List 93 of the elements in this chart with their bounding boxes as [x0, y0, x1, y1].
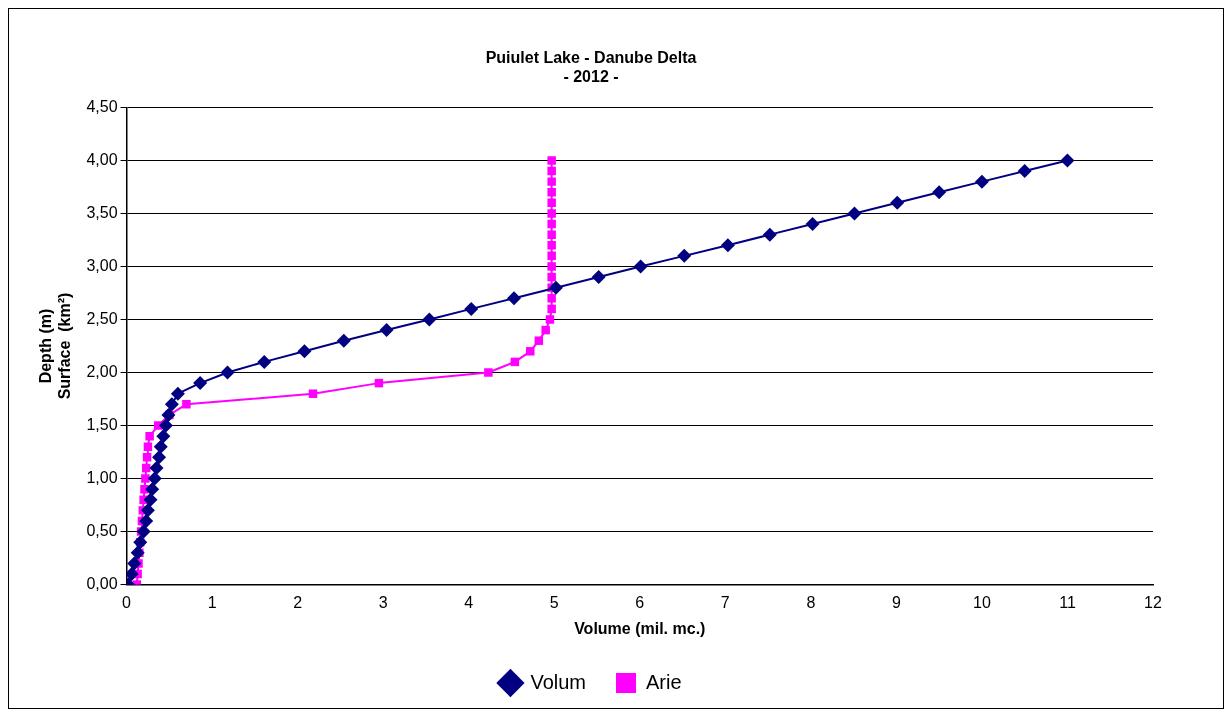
point: [308, 389, 318, 398]
point: [547, 209, 556, 218]
y-tick-label: 3,00: [86, 256, 118, 274]
point: [164, 397, 179, 412]
x-axis-title: Volume (mil. mc.): [574, 619, 706, 637]
y-tick-label: 1,00: [86, 468, 118, 486]
point: [541, 325, 550, 335]
point: [633, 259, 648, 274]
point: [547, 294, 556, 303]
point: [170, 386, 185, 401]
y-tick-label: 2,00: [86, 362, 118, 380]
point: [161, 407, 176, 422]
point: [257, 354, 272, 369]
point: [720, 238, 735, 253]
point: [932, 185, 947, 200]
point: [464, 301, 479, 316]
point: [507, 291, 522, 306]
point: [140, 503, 155, 518]
point: [974, 174, 989, 189]
x-tick-label: 1: [207, 593, 217, 611]
x-tick-label: 5: [549, 593, 559, 611]
point: [158, 418, 173, 433]
y-tick-label: 3,50: [86, 203, 118, 221]
point: [547, 241, 556, 250]
x-tick-label: 8: [806, 593, 816, 611]
point: [139, 513, 154, 528]
x-tick-label: 6: [635, 593, 645, 611]
x-tick-label: 7: [720, 593, 730, 611]
x-tick-label: 9: [891, 593, 901, 611]
text: Puiulet Lake - Danube Delta: [485, 49, 697, 67]
point: [805, 217, 820, 232]
point: [127, 556, 142, 571]
point: [534, 336, 544, 345]
point: [547, 262, 556, 271]
point: [336, 333, 351, 348]
point: [526, 347, 535, 356]
y-tick-label: 2,50: [86, 309, 118, 327]
legend-label: Volum: [530, 670, 587, 693]
point: [547, 177, 556, 186]
point: [547, 156, 556, 165]
point: [547, 219, 556, 229]
point: [547, 272, 556, 282]
point: [147, 471, 162, 486]
point: [130, 545, 145, 560]
x-tick-label: 4: [464, 593, 474, 611]
x-tick-label: 3: [378, 593, 388, 611]
x-tick-label: 10: [973, 593, 991, 611]
x-tick-label: 12: [1144, 593, 1162, 611]
y-tick-label: 1,50: [86, 415, 118, 433]
point: [156, 429, 171, 444]
text: Surface (km²): [56, 292, 74, 400]
point: [591, 270, 606, 285]
point: [547, 166, 556, 176]
point: [153, 439, 168, 454]
x-tick-label: 11: [1059, 593, 1076, 611]
point: [126, 567, 139, 581]
y-tick-label: 4,50: [86, 97, 118, 115]
x-tick-label: 2: [293, 593, 303, 611]
point: [762, 227, 777, 242]
point: [152, 450, 167, 465]
legend-label: Arie: [646, 670, 682, 693]
point: [1017, 164, 1032, 179]
point: [143, 492, 158, 507]
point: [145, 431, 154, 441]
point: [182, 400, 191, 409]
point: [890, 195, 905, 210]
point: [547, 198, 556, 208]
point: [547, 304, 556, 314]
point: [545, 315, 555, 324]
point: [149, 460, 164, 475]
text: - 2012 -: [563, 68, 619, 86]
point: [548, 280, 563, 295]
x-tick-label: 0: [122, 593, 132, 611]
point: [422, 312, 437, 327]
point: [547, 230, 556, 239]
point: [484, 368, 493, 377]
point: [136, 524, 151, 539]
point: [379, 323, 394, 338]
point: [142, 453, 152, 462]
point: [547, 187, 556, 197]
point: [141, 474, 150, 483]
y-tick-label: 0,00: [86, 575, 118, 593]
point: [220, 365, 235, 380]
y-tick-label: 4,00: [86, 150, 118, 168]
y-tick-label: 0,50: [86, 521, 118, 539]
point: [297, 344, 312, 359]
point: [677, 248, 692, 263]
point: [1060, 153, 1075, 168]
point: [193, 376, 208, 391]
point: [547, 251, 556, 261]
point: [847, 206, 862, 221]
point: [145, 482, 160, 497]
text: Depth (m): [37, 308, 55, 384]
